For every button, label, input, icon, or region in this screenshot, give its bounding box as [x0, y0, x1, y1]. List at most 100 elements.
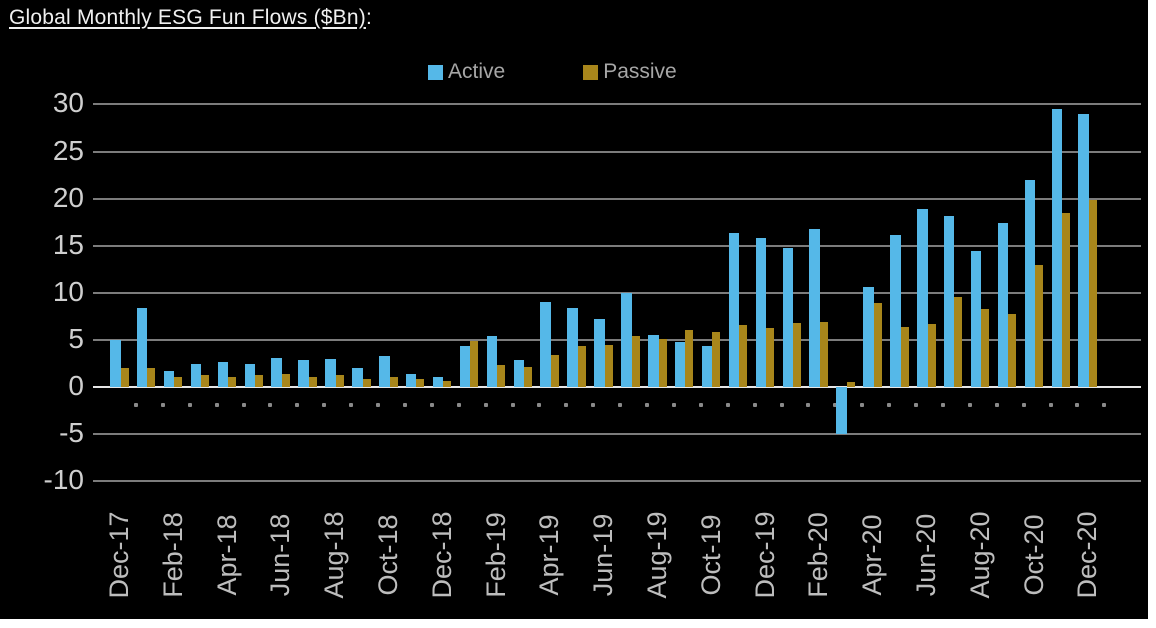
- bar-active: [567, 307, 578, 387]
- gridline: [93, 244, 1141, 247]
- bar-active: [997, 223, 1009, 387]
- bar-passive: [524, 367, 532, 387]
- x-axis-tick: [268, 403, 273, 407]
- bar-chart: Global Monthly ESG Fun Flows ($Bn): Acti…: [0, 0, 1148, 619]
- bar-passive: [819, 322, 828, 387]
- bar-active: [459, 345, 471, 387]
- bar-active: [110, 339, 121, 387]
- x-axis-tick: [994, 403, 999, 407]
- x-axis-tick: [402, 403, 407, 407]
- bar-active: [1051, 109, 1062, 387]
- x-axis-tick: [1075, 403, 1080, 407]
- bar-passive: [604, 344, 613, 387]
- bar-passive: [1088, 200, 1097, 387]
- bar-active: [594, 319, 605, 387]
- bar-active: [244, 364, 255, 387]
- chart-title-text: Global Monthly ESG Fun Flows ($Bn): [9, 6, 366, 29]
- bar-passive: [766, 327, 775, 387]
- passive-swatch-icon: [583, 64, 599, 80]
- y-tick-label: 20: [52, 181, 84, 213]
- x-axis-tick: [564, 403, 569, 407]
- x-tick-label: Dec-20: [1072, 511, 1103, 599]
- x-tick-label: Jun-19: [588, 513, 619, 597]
- bar-passive: [120, 368, 129, 387]
- y-tick-label: 0: [68, 370, 84, 401]
- bar-active: [890, 235, 901, 387]
- bar-passive: [389, 376, 398, 387]
- bar-active: [405, 373, 417, 387]
- y-tick-label: 25: [52, 134, 84, 166]
- bar-active: [782, 247, 793, 387]
- zero-axis-line: [93, 386, 1141, 388]
- x-axis-tick: [967, 403, 972, 407]
- x-axis-tick: [806, 403, 811, 407]
- gridline: [93, 338, 1141, 341]
- bar-passive: [443, 381, 452, 387]
- bar-passive: [685, 330, 694, 387]
- x-axis-tick: [1021, 403, 1026, 407]
- y-tick-label: -5: [59, 417, 84, 449]
- x-tick-label: Dec-17: [104, 511, 134, 599]
- x-axis-tick: [833, 403, 838, 407]
- bar-passive: [954, 296, 963, 387]
- bar-passive: [174, 376, 183, 387]
- bar-passive: [577, 346, 586, 387]
- bar-passive: [362, 379, 371, 387]
- x-axis-tick: [671, 403, 676, 407]
- bar-active: [352, 368, 363, 387]
- x-axis-tick: [133, 403, 138, 407]
- bar-passive: [873, 303, 882, 387]
- active-swatch-icon: [428, 64, 443, 80]
- bar-passive: [1035, 264, 1044, 387]
- x-axis-tick: [376, 403, 380, 407]
- chart-legend: Active Passive: [428, 60, 677, 84]
- bar-active: [190, 364, 202, 387]
- bar-passive: [416, 379, 425, 387]
- bar-active: [728, 233, 740, 387]
- bar-passive: [739, 324, 748, 387]
- bar-active: [836, 387, 847, 435]
- x-axis-tick: [241, 403, 246, 407]
- x-axis-tick: [914, 403, 918, 407]
- gridline: [93, 197, 1141, 200]
- x-tick-label: Oct-18: [373, 514, 403, 596]
- x-tick-label: Feb-19: [480, 512, 511, 598]
- x-tick-label: Feb-20: [803, 512, 834, 598]
- bar-active: [701, 346, 713, 387]
- x-tick-label: Apr-20: [857, 514, 888, 596]
- gridline: [93, 480, 1141, 483]
- bar-passive: [981, 308, 990, 387]
- bar-active: [432, 376, 444, 387]
- bar-active: [674, 341, 686, 387]
- x-axis-tick: [1102, 403, 1107, 407]
- bar-passive: [927, 323, 936, 387]
- y-tick-label: 30: [52, 87, 84, 119]
- bar-active: [917, 208, 928, 387]
- bar-passive: [658, 338, 667, 387]
- x-axis-tick: [456, 403, 461, 407]
- x-axis-tick: [429, 403, 434, 407]
- bar-passive: [1062, 212, 1070, 387]
- x-tick-label: Aug-20: [964, 511, 995, 599]
- bar-active: [1078, 113, 1089, 387]
- x-tick-label: Jun-18: [265, 513, 296, 597]
- legend-item-active: Active: [428, 60, 505, 84]
- x-tick-label: Dec-18: [426, 511, 457, 599]
- bar-passive: [793, 322, 801, 387]
- bar-active: [379, 355, 390, 387]
- gridline: [93, 291, 1141, 294]
- x-tick-label: Oct-19: [695, 514, 726, 596]
- bar-passive: [631, 336, 640, 387]
- bar-active: [1024, 179, 1036, 387]
- legend-item-passive: Passive: [583, 60, 677, 84]
- bar-passive: [255, 374, 263, 387]
- x-axis-tick: [887, 403, 892, 407]
- x-axis-tick: [752, 403, 757, 407]
- x-axis-tick: [940, 403, 945, 407]
- x-axis-tick: [591, 403, 596, 407]
- bar-passive: [147, 368, 156, 387]
- legend-label-active: Active: [448, 60, 506, 83]
- bar-active: [217, 361, 229, 387]
- x-tick-label: Apr-18: [211, 514, 242, 596]
- bar-passive: [228, 376, 237, 387]
